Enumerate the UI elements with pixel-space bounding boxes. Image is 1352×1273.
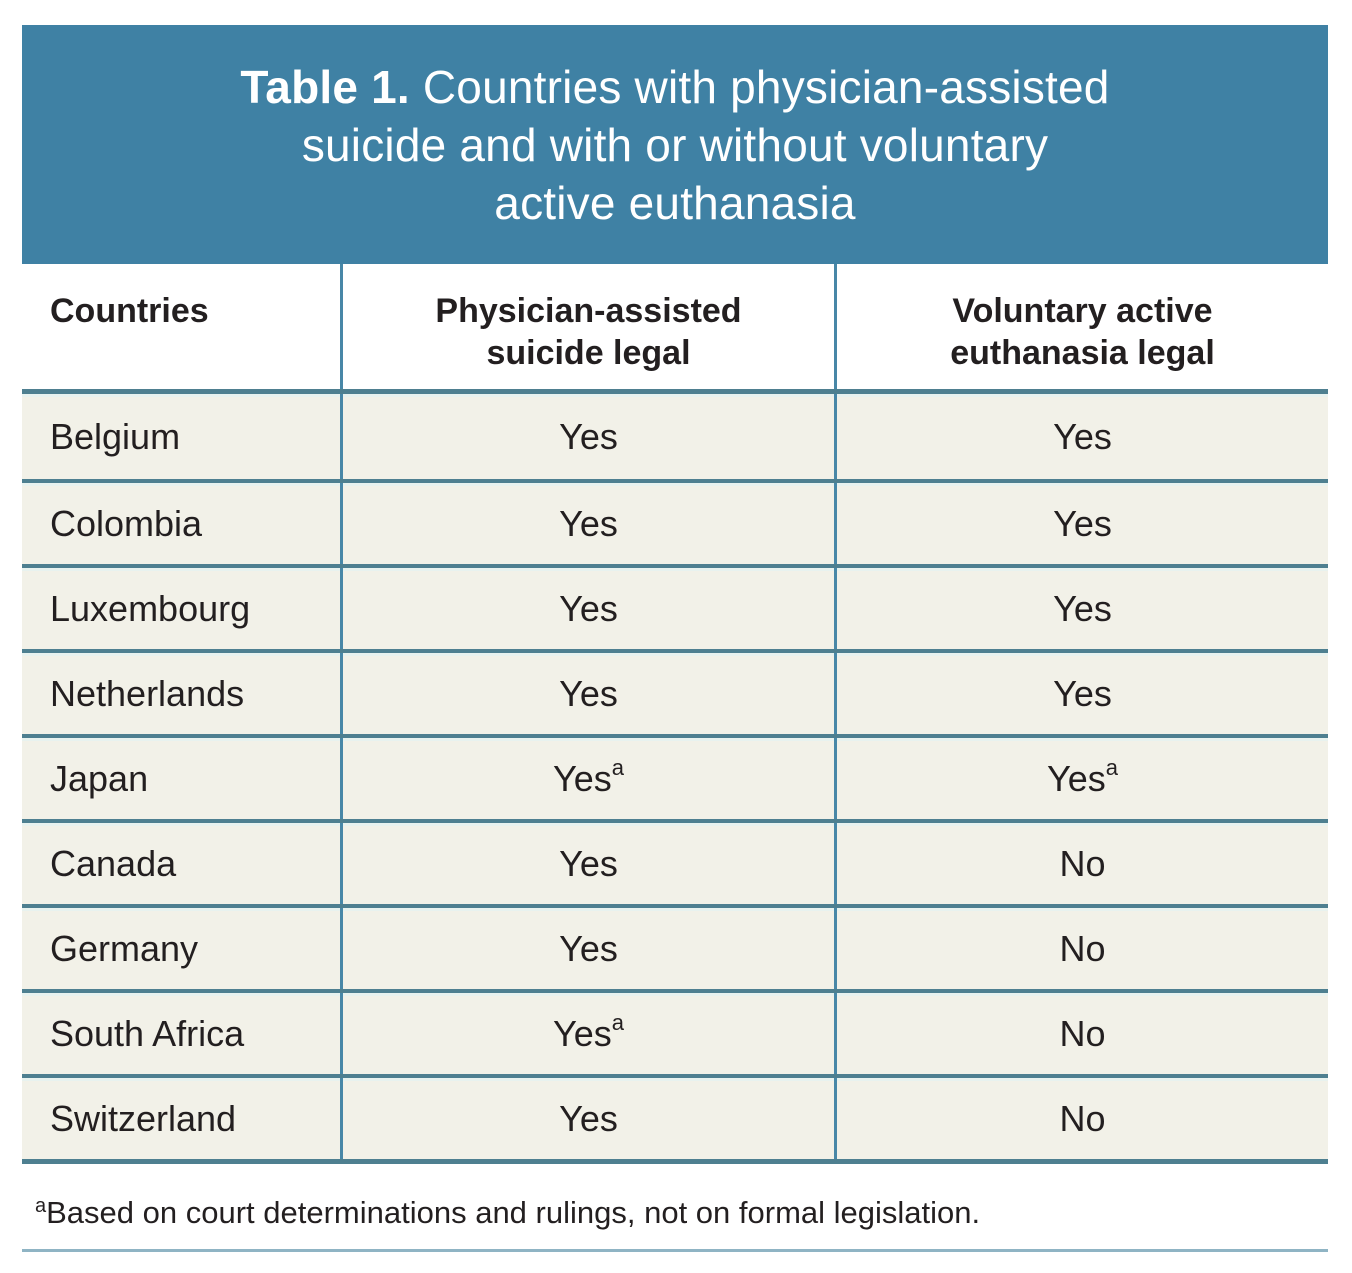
column-header-vae: Voluntary active euthanasia legal <box>834 264 1328 389</box>
table-header-row: Countries Physician-assisted suicide leg… <box>22 264 1328 394</box>
pas-cell: Yes <box>340 653 834 734</box>
pas-cell: Yes a <box>340 738 834 819</box>
vae-cell: Yes <box>834 394 1328 479</box>
country-cell: Luxembourg <box>50 587 251 629</box>
pas-value: Yes <box>559 415 618 457</box>
table-row: Belgium Yes Yes <box>22 394 1328 479</box>
table-body: Belgium Yes Yes Colombia Yes Yes Luxembo… <box>22 394 1328 1164</box>
vae-cell: No <box>834 823 1328 904</box>
vae-cell: Yes <box>834 568 1328 649</box>
vae-value: Yes <box>1053 587 1112 629</box>
table-row: Colombia Yes Yes <box>22 479 1328 564</box>
bottom-rule <box>22 1249 1328 1252</box>
country-cell: South Africa <box>50 1012 245 1054</box>
title-line-1: Table 1. Countries with physician-assist… <box>22 58 1328 116</box>
table-figure: Table 1. Countries with physician-assist… <box>22 25 1328 1252</box>
vae-value: Yes <box>1047 757 1106 799</box>
table-row: South Africa Yes a No <box>22 989 1328 1074</box>
pas-value: Yes <box>559 502 618 544</box>
pas-superscript: a <box>611 1009 624 1035</box>
vae-value: No <box>1059 1097 1106 1139</box>
footnote-marker: a <box>35 1195 47 1217</box>
vae-value: No <box>1059 842 1106 884</box>
pas-value: Yes <box>553 1012 612 1054</box>
pas-cell: Yes <box>340 568 834 649</box>
vae-superscript: a <box>1105 754 1118 780</box>
vae-value: Yes <box>1053 502 1112 544</box>
pas-value: Yes <box>559 1097 618 1139</box>
country-cell: Germany <box>50 927 199 969</box>
table-row: Switzerland Yes No <box>22 1074 1328 1159</box>
vae-cell: Yes a <box>834 738 1328 819</box>
title-label: Table 1. <box>240 60 410 113</box>
pas-value: Yes <box>559 927 618 969</box>
pas-cell: Yes <box>340 483 834 564</box>
pas-superscript: a <box>611 754 624 780</box>
table-row: Netherlands Yes Yes <box>22 649 1328 734</box>
vae-value: Yes <box>1053 415 1112 457</box>
vae-cell: Yes <box>834 653 1328 734</box>
vae-cell: No <box>834 993 1328 1074</box>
table-row: Japan Yes a Yes a <box>22 734 1328 819</box>
country-cell: Colombia <box>50 502 203 544</box>
title-line-3: active euthanasia <box>494 176 856 229</box>
country-cell: Canada <box>50 842 177 884</box>
vae-value: No <box>1059 927 1106 969</box>
pas-cell: Yes <box>340 823 834 904</box>
country-cell: Netherlands <box>50 672 245 714</box>
country-cell: Switzerland <box>50 1097 237 1139</box>
column-header-countries: Countries <box>50 292 209 330</box>
country-cell: Japan <box>50 757 149 799</box>
vae-value: No <box>1059 1012 1106 1054</box>
table-row: Canada Yes No <box>22 819 1328 904</box>
pas-value: Yes <box>553 757 612 799</box>
title-line-2: suicide and with or without voluntary <box>301 118 1049 171</box>
title-line-1-rest: Countries with physician-assisted <box>422 60 1110 113</box>
country-cell: Belgium <box>50 415 181 457</box>
pas-cell: Yes <box>340 1078 834 1159</box>
vae-cell: Yes <box>834 483 1328 564</box>
vae-cell: No <box>834 1078 1328 1159</box>
table-row: Luxembourg Yes Yes <box>22 564 1328 649</box>
vae-value: Yes <box>1053 672 1112 714</box>
pas-value: Yes <box>559 842 618 884</box>
footnote-text: Based on court determinations and ruling… <box>46 1195 981 1230</box>
vae-cell: No <box>834 908 1328 989</box>
table-row: Germany Yes No <box>22 904 1328 989</box>
pas-cell: Yes a <box>340 993 834 1074</box>
pas-value: Yes <box>559 587 618 629</box>
pas-cell: Yes <box>340 394 834 479</box>
column-header-pas: Physician-assisted suicide legal <box>340 264 834 389</box>
footnote: aBased on court determinations and rulin… <box>22 1187 1328 1232</box>
pas-cell: Yes <box>340 908 834 989</box>
table-title: Table 1. Countries with physician-assist… <box>22 25 1328 264</box>
pas-value: Yes <box>559 672 618 714</box>
